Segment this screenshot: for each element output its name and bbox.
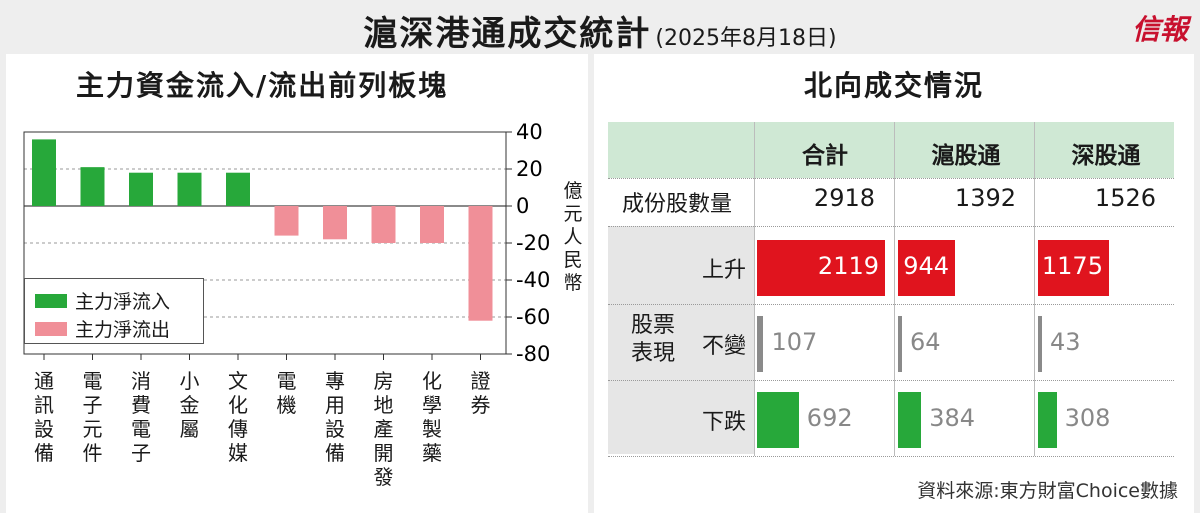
row-label-bg <box>694 226 754 302</box>
bar-10 <box>468 206 493 321</box>
bar-5 <box>226 172 250 206</box>
northbound-title: 北向成交情況 <box>803 69 984 102</box>
bar-4 <box>177 172 202 206</box>
hbar-1-1 <box>757 240 885 296</box>
capital-flow-chart: 40 20 0 -20 -40 -60 -80 <box>23 120 550 366</box>
data-source: 資料來源:東方財富Choice數據 <box>917 480 1178 502</box>
legend-label-inflow: 主力淨流入 <box>75 291 171 313</box>
y-tick-label: -40 <box>516 268 550 292</box>
y-tick-label: 0 <box>516 194 529 218</box>
y-tick-label: -20 <box>516 231 550 255</box>
column-header: 深股通 <box>1071 143 1141 169</box>
column-header: 合計 <box>802 143 848 169</box>
category-label: 證券 <box>470 369 491 417</box>
count-row-label: 成份股數量 <box>622 192 733 217</box>
group-label: 股票表現 <box>630 313 675 366</box>
hbar-2-2 <box>898 316 902 372</box>
legend-item-outflow: 主力淨流出 <box>35 315 170 342</box>
bar-9 <box>420 206 444 243</box>
hbar-1-2 <box>898 240 956 296</box>
main-title: 滬深港通成交統計 (2025年8月18日) <box>0 6 1200 55</box>
row-separator <box>608 226 1174 227</box>
banner: 滬深港通成交統計 (2025年8月18日) 信報 <box>0 0 1200 55</box>
y-tick-label: -60 <box>516 305 550 329</box>
column-header: 滬股通 <box>931 143 1001 169</box>
column-separator <box>894 122 895 456</box>
main-title-text: 滬深港通成交統計 <box>363 14 652 54</box>
hbar-2-1 <box>757 316 764 372</box>
category-label: 專用設備 <box>325 369 345 465</box>
hbar-3-1 <box>757 392 799 448</box>
hbar-value: 944 <box>903 252 950 280</box>
table-header-bg <box>608 122 1174 178</box>
capital-flow-panel: 主力資金流入/流出前列板塊 40 20 0 -20 -40 -60 -80 主力淨流入 主力… <box>6 54 588 513</box>
bar-6 <box>274 206 299 236</box>
hbar-3-2 <box>898 392 922 448</box>
capital-flow-title: 主力資金流入/流出前列板塊 <box>76 69 449 102</box>
row-separator <box>608 456 1174 457</box>
category-label: 房地產開發 <box>373 369 394 489</box>
row-label-bg <box>694 302 754 378</box>
legend-label-outflow: 主力淨流出 <box>75 319 171 341</box>
row-separator <box>608 178 1174 179</box>
category-label: 電子元件 <box>82 369 103 465</box>
category-label: 小金屬 <box>179 369 200 441</box>
row-label-1: 上升 <box>701 258 746 283</box>
count-value: 1526 <box>1094 184 1156 212</box>
count-value: 2918 <box>813 184 875 212</box>
category-label: 化學製藥 <box>422 369 442 465</box>
bar-7 <box>323 206 347 240</box>
northbound-panel: 北向成交情況 合計 滬股通 深股通成份股數量 2918 1392 1526 股票表現 上升 21… <box>594 54 1194 513</box>
row-label-bg <box>694 378 754 454</box>
row-separator <box>608 380 1174 381</box>
y-tick-label: -80 <box>516 342 550 366</box>
hbar-value: 692 <box>806 404 853 432</box>
hbar-value: 308 <box>1064 404 1111 432</box>
category-label: 通訊設備 <box>34 369 54 465</box>
column-separator <box>754 122 755 456</box>
plot-frame <box>23 131 507 355</box>
category-label: 文化傳媒 <box>228 369 248 465</box>
column-separator <box>1034 122 1035 456</box>
hbar-value: 384 <box>929 404 975 432</box>
bar-8 <box>371 206 396 243</box>
row-label-3: 下跌 <box>701 410 746 435</box>
y-tick-label: 40 <box>516 120 543 144</box>
hbar-value: 1175 <box>1041 252 1103 280</box>
category-label: 消費電子 <box>131 369 151 465</box>
bar-3 <box>129 172 153 206</box>
publisher-logo: 信報 <box>1131 13 1188 46</box>
group-label-bg <box>608 226 694 454</box>
row-separator <box>608 304 1174 305</box>
chart-legend: 主力淨流入 主力淨流出 <box>24 278 204 344</box>
bar-2 <box>80 167 105 206</box>
hbar-2-3 <box>1038 316 1042 372</box>
y-tick-label: 20 <box>516 157 543 181</box>
hbar-1-3 <box>1038 240 1109 296</box>
hbar-3-3 <box>1038 392 1057 448</box>
count-value: 1392 <box>954 184 1016 212</box>
legend-item-inflow: 主力淨流入 <box>35 287 170 314</box>
bar-1 <box>32 139 56 206</box>
legend-swatch-inflow <box>35 293 67 308</box>
legend-swatch-outflow <box>35 321 67 336</box>
y-axis-unit-label: 億元人民幣 <box>563 180 583 294</box>
hbar-value: 2119 <box>817 252 879 280</box>
hbar-value: 43 <box>1050 328 1081 356</box>
hbar-value: 64 <box>910 328 941 356</box>
category-label: 電機 <box>276 369 297 417</box>
hbar-value: 107 <box>771 328 818 356</box>
report-date: (2025年8月18日) <box>655 26 837 51</box>
row-label-2: 不變 <box>701 334 746 359</box>
